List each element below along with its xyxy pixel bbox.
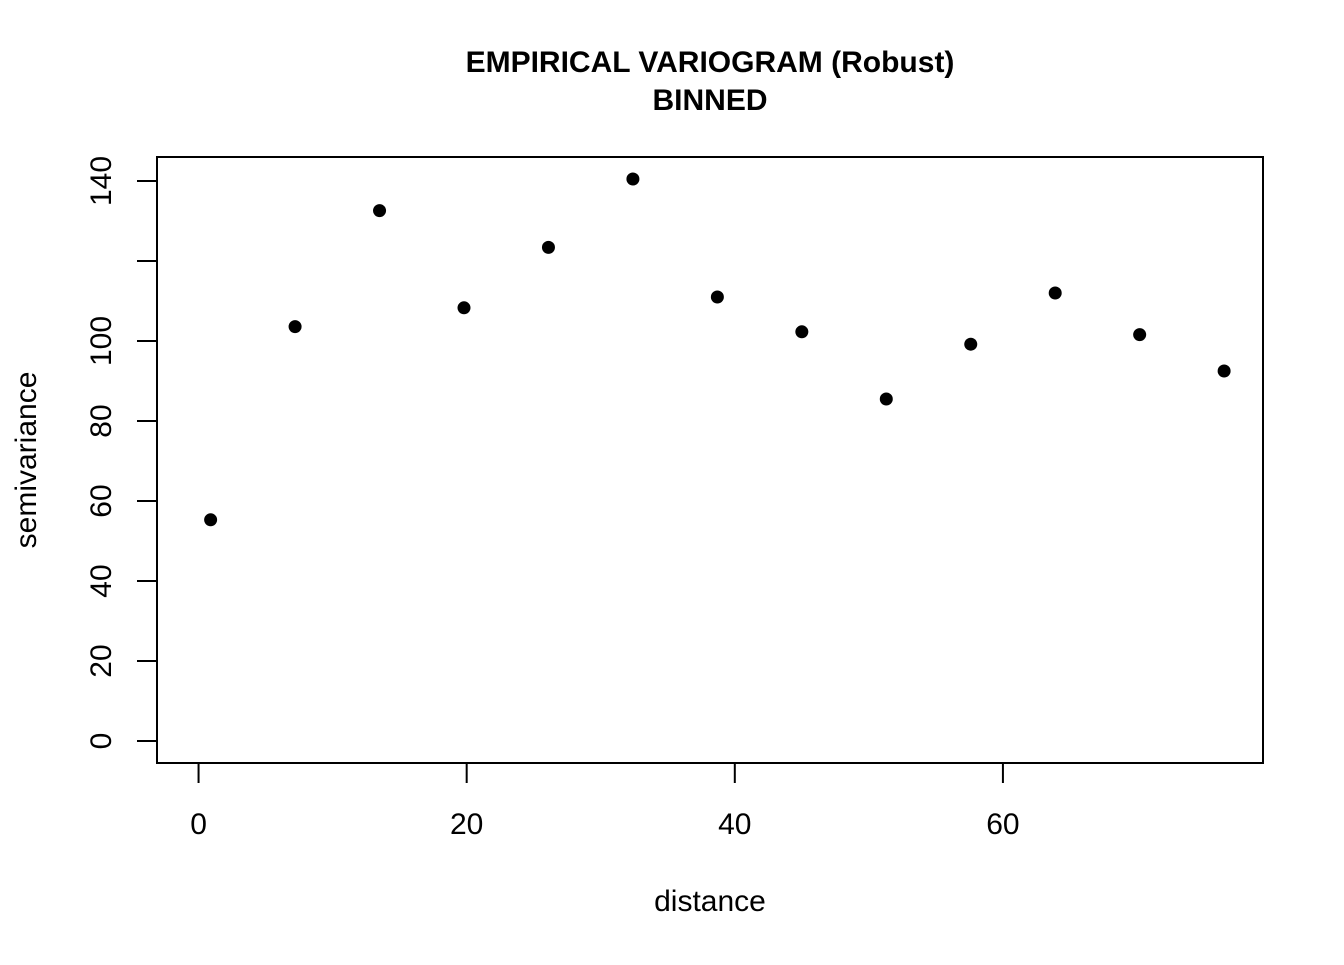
y-tick-label: 0	[85, 733, 118, 750]
data-point	[373, 204, 387, 218]
data-point	[626, 172, 640, 186]
data-point	[541, 240, 555, 254]
y-axis-label: semivariance	[10, 372, 43, 549]
y-tick-label: 60	[85, 484, 118, 517]
x-axis: 0 20 40 60	[190, 762, 1020, 841]
data-points	[204, 172, 1231, 527]
y-tick-label: 40	[85, 564, 118, 597]
x-tick-label: 0	[190, 808, 207, 841]
x-tick-label: 40	[718, 808, 751, 841]
chart-subtitle: BINNED	[652, 84, 767, 117]
chart-title: EMPIRICAL VARIOGRAM (Robust)	[466, 46, 955, 79]
data-point	[964, 337, 978, 351]
y-tick-label: 20	[85, 644, 118, 677]
y-tick-label: 100	[85, 316, 118, 366]
y-tick-label: 80	[85, 404, 118, 437]
data-point	[1133, 328, 1147, 342]
x-axis-label: distance	[654, 885, 766, 918]
data-point	[710, 290, 724, 304]
x-tick-label: 60	[986, 808, 1019, 841]
x-tick-label: 20	[450, 808, 483, 841]
plot-frame	[156, 156, 1264, 764]
data-point	[879, 392, 893, 406]
data-point	[204, 513, 218, 527]
y-tick-label: 140	[85, 156, 118, 206]
y-axis: 0 20 40 60 80 100 140	[85, 156, 158, 750]
data-point	[1048, 286, 1062, 300]
data-point	[457, 301, 471, 315]
data-point	[1217, 364, 1231, 378]
data-point	[288, 320, 302, 334]
data-point	[795, 325, 809, 339]
